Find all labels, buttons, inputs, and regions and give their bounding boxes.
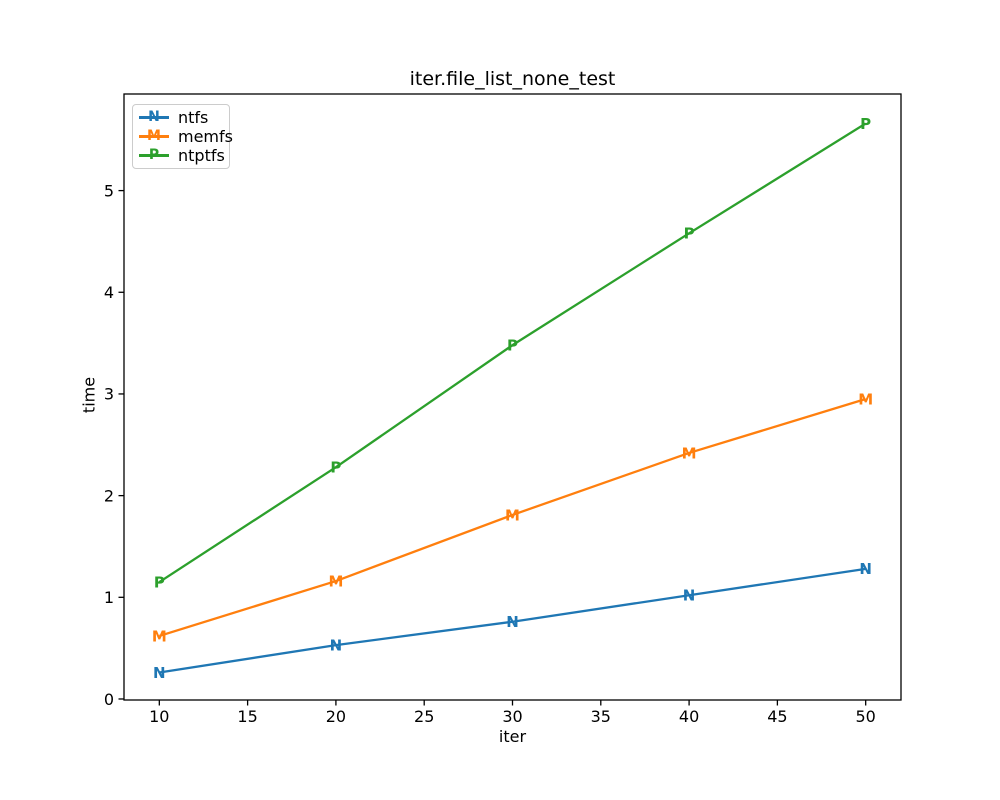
legend-label: ntptfs xyxy=(178,146,225,165)
series-marker-ntfs: N xyxy=(506,613,519,631)
chart-title: iter.file_list_none_test xyxy=(409,68,616,90)
legend-marker-icon: P xyxy=(139,147,169,164)
series-marker-ntptfs: P xyxy=(684,225,695,243)
series-marker-memfs: M xyxy=(858,390,873,408)
y-tick-label: 4 xyxy=(104,283,114,302)
y-tick-label: 3 xyxy=(104,385,114,404)
series-marker-ntfs: N xyxy=(859,560,872,578)
x-tick-label: 20 xyxy=(326,707,346,726)
axes-spines xyxy=(123,93,902,701)
series-line-ntptfs xyxy=(158,122,867,584)
series-marker-memfs: M xyxy=(328,572,343,590)
legend-marker-icon: M xyxy=(139,128,169,145)
x-tick-label: 40 xyxy=(679,707,699,726)
series-marker-ntptfs: P xyxy=(860,115,871,133)
series-marker-ntptfs: P xyxy=(330,459,341,477)
series-marker-ntptfs: P xyxy=(154,573,165,591)
series-marker-ntfs: N xyxy=(330,636,343,654)
series-line-memfs xyxy=(158,397,867,638)
y-tick-label: 0 xyxy=(104,690,114,709)
x-tick-label: 25 xyxy=(414,707,434,726)
legend-label: memfs xyxy=(178,127,233,146)
series-marker-memfs: M xyxy=(505,506,520,524)
series-marker-ntfs: N xyxy=(153,664,166,682)
y-axis-label: time xyxy=(79,376,99,414)
x-tick-label: 50 xyxy=(856,707,876,726)
legend-marker-letter: P xyxy=(148,147,160,163)
legend-marker-letter: N xyxy=(148,109,160,125)
series-marker-ntptfs: P xyxy=(507,337,518,355)
legend-line xyxy=(139,116,169,119)
series-marker-ntfs: N xyxy=(683,587,696,605)
legend-marker-icon: N xyxy=(139,109,169,126)
series-marker-memfs: M xyxy=(152,627,167,645)
x-tick-label: 15 xyxy=(237,707,257,726)
x-tick-label: 35 xyxy=(591,707,611,726)
y-tick-label: 1 xyxy=(104,588,114,607)
y-tick-label: 5 xyxy=(104,181,114,200)
x-tick-label: 45 xyxy=(767,707,787,726)
y-tick-label: 2 xyxy=(104,486,114,505)
series-line-ntfs xyxy=(159,567,866,674)
x-axis-label: iter xyxy=(498,727,527,746)
x-tick-label: 30 xyxy=(502,707,522,726)
x-tick-label: 10 xyxy=(149,707,169,726)
series-marker-memfs: M xyxy=(682,444,697,462)
legend-line xyxy=(139,154,169,157)
legend-label: ntfs xyxy=(178,108,209,127)
legend-marker-letter: M xyxy=(147,128,161,144)
legend-line xyxy=(139,135,169,138)
